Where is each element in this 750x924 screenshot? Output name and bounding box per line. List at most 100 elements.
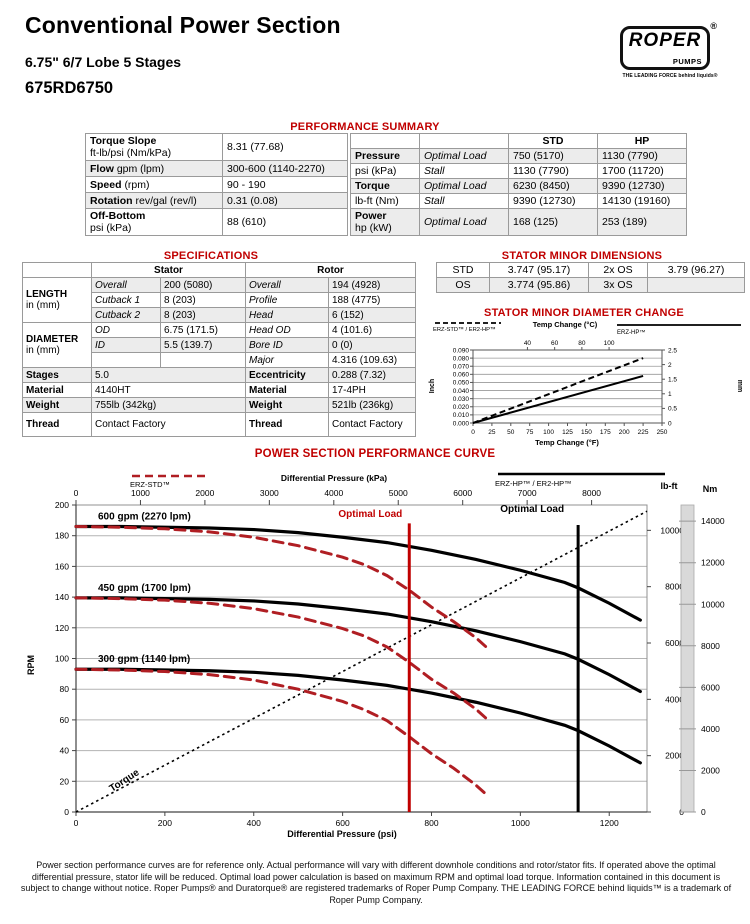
x-tick-label: 25 xyxy=(488,429,496,436)
y-axis-label-inch: Inch xyxy=(429,379,436,393)
flow-value: 300-600 (1140-2270) xyxy=(222,160,348,177)
x-tick-label: 175 xyxy=(600,429,611,436)
nm-tick-label: 4000 xyxy=(701,724,720,734)
y-tick-label-inch: 0.080 xyxy=(453,355,470,362)
eccentricity-label: Eccentricity xyxy=(245,367,329,383)
table-header-row: Stator Rotor xyxy=(22,262,416,278)
curve-hp xyxy=(74,596,642,694)
os2x-label: 2x OS xyxy=(588,262,648,278)
top-tick-label: 2000 xyxy=(195,488,214,498)
top-tick-label: 100 xyxy=(604,340,615,347)
pressure-label: Pressure xyxy=(350,148,420,164)
stator-minor-diameter-change-chart: ERZ-STD™ / ER2-HP™ Temp Change (°C) ERZ-HP… xyxy=(429,320,743,447)
optimal-load-label: Optimal Load xyxy=(419,208,509,236)
stator-minor-dimensions-heading: STATOR MINOR DIMENSIONS xyxy=(501,250,663,262)
y-axis-label-mm: mm xyxy=(736,380,743,392)
y-tick-label: 120 xyxy=(55,623,69,633)
legend-label-hp: ERZ-HP™ / ER2-HP™ xyxy=(495,479,572,488)
top-tick-label: 4000 xyxy=(324,488,343,498)
length-row-label: LENGTH in (mm) xyxy=(22,277,92,323)
rotor-overall-value: 194 (4928) xyxy=(328,277,416,293)
table-row: Stages 5.0 Eccentricity 0.288 (7.32) xyxy=(22,367,416,383)
curve-hp xyxy=(74,667,642,765)
power-optimal-hp: 253 (189) xyxy=(597,208,687,236)
nm-tick-label: 0 xyxy=(701,807,706,817)
torque-slope-value: 8.31 (77.68) xyxy=(222,133,348,161)
x-axis-label-c: Temp Change (°C) xyxy=(533,320,598,329)
top-tick-label: 3000 xyxy=(260,488,279,498)
top-tick-label: 80 xyxy=(578,340,586,347)
x-tick-label: 1000 xyxy=(511,818,530,828)
rotor-material-value: 17-4PH xyxy=(328,382,416,398)
hp-column-header: HP xyxy=(597,133,687,149)
top-tick-label: 0 xyxy=(74,488,79,498)
off-bottom-value: 88 (610) xyxy=(222,208,348,236)
x-tick-label: 0 xyxy=(74,818,79,828)
pressure-stall-hp: 1700 (11720) xyxy=(597,163,687,179)
mm-tick-label: 2 xyxy=(668,362,672,369)
x-axis-label-f: Temp Change (°F) xyxy=(535,438,599,447)
logo-brand-text: ROPER xyxy=(628,30,702,51)
x-tick-label: 200 xyxy=(158,818,172,828)
table-row: Thread Contact Factory Thread Contact Fa… xyxy=(22,412,416,437)
torque-line xyxy=(75,510,648,813)
rotor-weight-label: Weight xyxy=(245,397,329,413)
stator-weight-label: Weight xyxy=(22,397,92,413)
top-tick-label: 60 xyxy=(551,340,559,347)
stator-od-value: 6.75 (171.5) xyxy=(160,322,246,338)
nm-tick-label: 6000 xyxy=(701,682,720,692)
logo-box: ROPER PUMPS ® xyxy=(620,21,717,70)
curve-std xyxy=(74,667,489,797)
nm-tick-label: 14000 xyxy=(701,516,725,526)
x-tick-label: 50 xyxy=(507,429,515,436)
torque-optimal-std: 6230 (8450) xyxy=(508,178,598,194)
y-axis-label-rpm: RPM xyxy=(26,655,36,675)
top-tick-label: 5000 xyxy=(389,488,408,498)
mm-tick-label: 0.5 xyxy=(668,406,677,413)
optimal-load-label-hp: Optimal Load xyxy=(500,504,564,515)
curve-hp xyxy=(74,524,642,622)
nm-tick-label: 8000 xyxy=(701,641,720,651)
rotor-bore-id-label: Bore ID xyxy=(245,337,329,353)
legend-label-std: ERZ-STD™ xyxy=(130,480,170,489)
std-label: STD xyxy=(436,262,490,278)
table-row: Major 4.316 (109.63) xyxy=(23,352,416,368)
stall-label: Stall xyxy=(419,163,509,179)
y-tick-label: 20 xyxy=(60,776,70,786)
nm-axis-label: Nm xyxy=(703,484,718,494)
stall-label: Stall xyxy=(419,193,509,209)
table-row: Material 4140HT Material 17-4PH xyxy=(22,382,416,398)
stator-minor-dimensions-table: STD 3.747 (95.17) 2x OS 3.79 (96.27) OS … xyxy=(436,262,745,293)
y-tick-label-inch: 0.070 xyxy=(453,364,470,371)
stator-id-label: ID xyxy=(91,337,161,353)
table-header-row: STD HP xyxy=(350,133,687,149)
empty-cell xyxy=(160,352,246,368)
table-row: Weight 755lb (342kg) Weight 521lb (236kg… xyxy=(22,397,416,413)
disclaimer-text: Power section performance curves are for… xyxy=(20,860,732,905)
roper-pumps-logo: ROPER PUMPS ® THE LEADING FORCE behind l… xyxy=(620,21,720,79)
nm-tick-label: 2000 xyxy=(701,765,720,775)
page-subtitle: 6.75" 6/7 Lobe 5 Stages xyxy=(25,54,182,70)
page-title: Conventional Power Section xyxy=(25,12,341,38)
x-tick-label: 75 xyxy=(526,429,534,436)
rotor-thread-value: Contact Factory xyxy=(328,412,416,437)
stator-minor-diameter-change-heading: STATOR MINOR DIAMETER CHANGE xyxy=(484,307,684,319)
x-tick-label: 150 xyxy=(581,429,592,436)
line-std-er2 xyxy=(472,357,644,424)
legend-label-hp: ERZ-HP™ xyxy=(617,329,645,336)
rotor-material-label: Material xyxy=(245,382,329,398)
y-tick-label: 40 xyxy=(60,746,70,756)
torque-optimal-hp: 9390 (12730) xyxy=(597,178,687,194)
table-row: Cutback 2 8 (203) Head 6 (152) xyxy=(22,307,416,323)
y-tick-label-inch: 0.040 xyxy=(453,388,470,395)
line-hp xyxy=(472,374,644,424)
y-tick-label-inch: 0.030 xyxy=(453,396,470,403)
off-bottom-label: Off-Bottom psi (kPa) xyxy=(85,208,223,236)
x-tick-label: 250 xyxy=(657,429,668,436)
y-tick-label-inch: 0.010 xyxy=(453,412,470,419)
flow-curve-label: 600 gpm (2270 lpm) xyxy=(98,511,191,522)
rotor-major-label: Major xyxy=(245,352,329,368)
y-tick-label-inch: 0.060 xyxy=(453,372,470,379)
table-row: lb-ft (Nm) Stall 9390 (12730) 14130 (191… xyxy=(350,193,687,209)
